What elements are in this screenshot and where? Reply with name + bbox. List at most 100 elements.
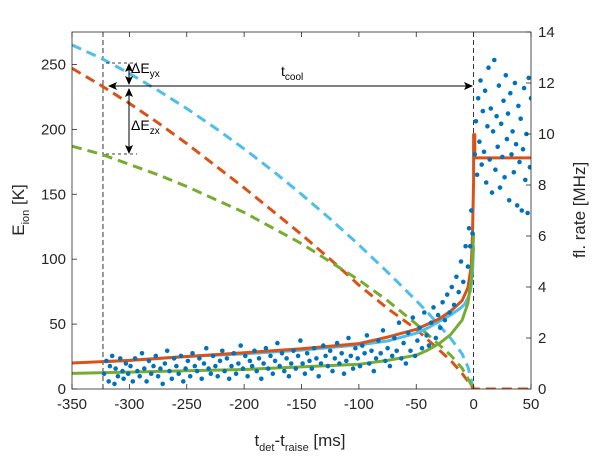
scatter-point-29 [164, 348, 170, 354]
x-tick-label-0: -350 [57, 396, 87, 413]
annotation-layer: tcool ΔEyx ΔEzx [106, 60, 473, 155]
x-tick-label-8: 50 [523, 396, 540, 413]
scatter-point-40 [190, 351, 195, 356]
right-tick-label-2: 4 [538, 279, 546, 296]
scatter-point-104 [337, 361, 342, 366]
scatter-point-15 [132, 356, 138, 361]
scatter-point-111 [353, 345, 358, 351]
scatter-point-67 [252, 348, 257, 354]
scatter-point-86 [295, 353, 301, 359]
scatter-point-149 [440, 300, 445, 305]
scatter-point-137 [412, 353, 418, 359]
left-tick-label-3: 150 [41, 186, 66, 203]
scatter-point-106 [341, 371, 347, 377]
right-tick-label-7: 14 [538, 24, 555, 41]
scatter-point-118 [369, 348, 374, 354]
scatter-point-199 [511, 170, 517, 175]
left-axis-ticks: 0 50 100 150 200 250 [41, 56, 77, 398]
scatter-point-44 [199, 376, 204, 382]
scatter-point-112 [355, 356, 361, 361]
scatter-point-202 [514, 203, 520, 208]
scatter-point-126 [387, 363, 393, 369]
scatter-point-87 [298, 338, 303, 343]
scatter-point-22 [148, 371, 154, 377]
scatter-point-127 [389, 353, 395, 359]
scatter-point-155 [454, 274, 459, 280]
scatter-point-23 [151, 363, 156, 369]
scatter-point-25 [155, 374, 161, 379]
scatter-point-12 [125, 371, 131, 377]
scatter-point-130 [396, 320, 402, 326]
scatter-point-75 [270, 371, 276, 377]
scatter-point-108 [346, 335, 351, 341]
scatter-point-134 [405, 330, 411, 336]
scatter-point-189 [500, 154, 505, 160]
right-tick-label-1: 2 [538, 330, 546, 347]
scatter-point-0 [101, 371, 107, 377]
scatter-point-81 [284, 356, 289, 361]
scatter-point-184 [494, 113, 499, 119]
scatter-point-200 [512, 80, 518, 86]
x-tick-label-6: -50 [405, 396, 427, 413]
scatter-point-88 [300, 361, 305, 366]
scatter-point-5 [112, 381, 117, 387]
scatter-point-158 [461, 279, 466, 285]
x-tick-label-5: -100 [344, 396, 374, 413]
scatter-point-135 [408, 348, 413, 354]
scatter-point-36 [181, 379, 186, 384]
x-tick-label-3: -200 [229, 396, 259, 413]
scatter-point-139 [417, 325, 423, 331]
scatter-point-157 [458, 259, 464, 264]
dE-yx-label: ΔEyx [131, 60, 160, 80]
scatter-point-148 [438, 325, 443, 331]
scatter-point-24 [153, 353, 159, 359]
series-line-1 [72, 67, 531, 389]
scatter-point-120 [373, 356, 379, 361]
x-axis-ticks: -350 -300 -250 -200 -150 -100 -50 0 50 [57, 32, 539, 413]
x-axis-title: tdet-traise [ms] [254, 431, 345, 454]
scatter-point-175 [483, 180, 489, 185]
scatter-point-188 [498, 121, 504, 127]
scatter-point-117 [366, 361, 372, 366]
scatter-point-35 [178, 353, 184, 359]
scatter-point-85 [293, 366, 299, 371]
scatter-point-37 [183, 366, 188, 371]
scatter-point-73 [265, 366, 271, 371]
scatter-point-50 [213, 363, 218, 369]
scatter-point-181 [490, 129, 496, 134]
scatter-point-80 [282, 368, 287, 374]
x-tick-label-2: -250 [172, 396, 202, 413]
scatter-point-195 [506, 198, 512, 203]
scatter-point-16 [135, 368, 140, 374]
scatter-point-164 [470, 231, 475, 236]
scatter-point-46 [204, 345, 209, 351]
scatter-point-153 [449, 284, 455, 290]
scatter-point-151 [444, 292, 450, 297]
scatter-point-144 [428, 320, 434, 326]
series-line-2 [72, 144, 475, 389]
scatter-point-17 [137, 374, 142, 379]
scatter-point-54 [222, 368, 227, 374]
right-tick-label-6: 12 [538, 75, 555, 92]
scatter-point-92 [309, 366, 315, 371]
scatter-point-14 [130, 379, 136, 384]
scatter-point-27 [160, 381, 165, 387]
scatter-point-190 [501, 98, 506, 104]
scatter-point-159 [463, 243, 468, 249]
scatter-point-122 [378, 351, 384, 356]
scatter-point-31 [169, 376, 175, 382]
left-axis-title: Eion [K] [9, 184, 32, 236]
series-line-5 [72, 233, 476, 375]
scatter-point-136 [410, 315, 416, 320]
scatter-point-57 [229, 363, 234, 369]
scatter-point-64 [245, 374, 250, 379]
x-tick-label-4: -150 [286, 396, 316, 413]
scatter-point-48 [208, 371, 214, 377]
scatter-point-65 [247, 358, 253, 364]
scatter-point-185 [495, 144, 501, 150]
scatter-point-211 [525, 210, 530, 216]
scatter-point-28 [162, 361, 168, 366]
scatter-point-119 [371, 368, 377, 374]
scatter-point-18 [139, 351, 145, 356]
